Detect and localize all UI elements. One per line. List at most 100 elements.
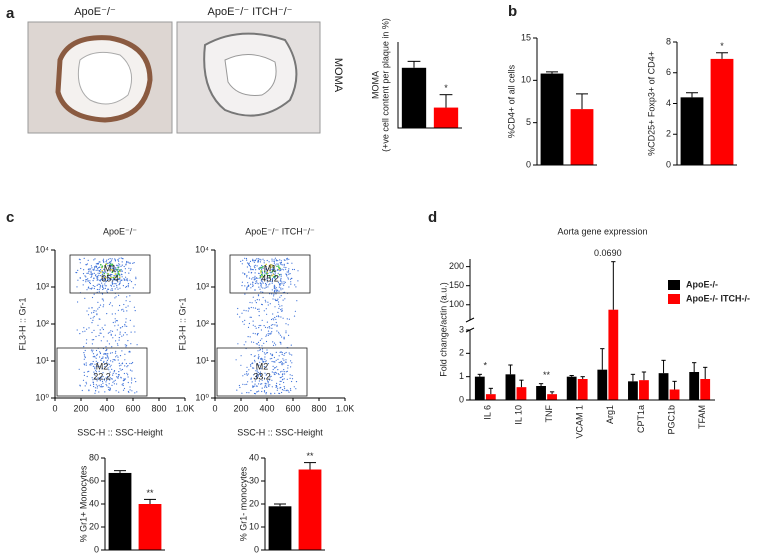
event-dot	[129, 362, 131, 365]
event-dot	[246, 262, 249, 264]
event-dot	[95, 360, 97, 362]
event-dot	[260, 274, 262, 277]
event-dot	[116, 355, 118, 357]
event-dot	[92, 381, 94, 383]
event-dot	[124, 332, 126, 334]
y-axis-label: % Gr1- monocytes	[238, 466, 248, 541]
event-dot	[292, 268, 294, 271]
event-dot	[95, 263, 97, 265]
legend-swatch	[668, 294, 680, 304]
event-dot	[259, 258, 261, 260]
event-dot	[136, 391, 138, 393]
event-dot	[259, 371, 261, 373]
event-dot	[262, 282, 264, 284]
event-dot	[100, 284, 102, 286]
event-dot	[273, 266, 275, 268]
event-dot	[113, 370, 116, 372]
event-dot	[118, 339, 120, 341]
event-dot	[274, 373, 276, 376]
event-dot	[119, 287, 121, 289]
event-dot	[106, 290, 108, 292]
y-tick-label: 10	[521, 75, 531, 85]
event-dot	[119, 331, 121, 333]
event-dot	[252, 285, 254, 287]
event-dot	[133, 306, 135, 308]
event-dot	[269, 353, 272, 355]
y-tick-label: 10⁰	[35, 392, 49, 402]
event-dot	[91, 267, 93, 269]
event-dot	[98, 318, 100, 320]
event-dot	[93, 266, 96, 268]
event-dot	[119, 368, 121, 370]
event-dot	[247, 285, 249, 287]
event-dot	[290, 344, 292, 346]
event-dot	[121, 270, 123, 272]
event-dot	[276, 263, 278, 265]
event-dot	[134, 310, 136, 312]
event-dot	[275, 386, 277, 388]
event-dot	[273, 367, 276, 369]
event-dot	[86, 310, 88, 312]
event-dot	[258, 315, 260, 317]
event-dot	[124, 359, 126, 361]
event-dot	[265, 283, 267, 286]
event-dot	[278, 286, 280, 288]
event-dot	[255, 343, 257, 345]
event-dot	[289, 353, 291, 355]
event-dot	[274, 270, 277, 272]
event-dot	[114, 273, 117, 275]
event-dot	[121, 368, 124, 371]
event-dot	[103, 275, 105, 278]
event-dot	[264, 326, 267, 328]
event-dot	[107, 386, 109, 388]
event-dot	[95, 357, 97, 359]
event-dot	[252, 307, 254, 309]
event-dot	[103, 353, 105, 355]
event-dot	[96, 284, 98, 286]
event-dot	[259, 358, 262, 360]
event-dot	[106, 259, 108, 261]
event-dot	[108, 269, 110, 271]
event-dot	[286, 275, 288, 277]
bar	[570, 109, 594, 165]
event-dot	[279, 284, 281, 286]
event-dot	[102, 298, 104, 300]
event-dot	[261, 304, 263, 306]
event-dot	[110, 259, 113, 261]
event-dot	[93, 268, 95, 270]
event-dot	[119, 283, 121, 285]
event-dot	[83, 374, 85, 376]
event-dot	[102, 271, 104, 274]
plot-title: ApoE⁻/⁻ ITCH⁻/⁻	[245, 226, 315, 236]
event-dot	[260, 285, 262, 287]
event-dot	[287, 324, 289, 326]
event-dot	[121, 261, 123, 263]
event-dot	[99, 332, 101, 334]
event-dot	[101, 380, 104, 382]
event-dot	[262, 277, 264, 279]
event-dot	[241, 263, 243, 265]
event-dot	[97, 269, 99, 271]
event-dot	[289, 278, 292, 280]
event-dot	[98, 334, 100, 337]
event-dot	[284, 281, 286, 283]
event-dot	[104, 279, 106, 281]
event-dot	[282, 378, 284, 380]
event-dot	[115, 279, 117, 282]
event-dot	[109, 387, 111, 389]
event-dot	[291, 354, 293, 356]
event-dot	[266, 273, 268, 275]
event-dot	[271, 281, 273, 283]
y-tick-label: 2	[459, 348, 464, 358]
event-dot	[273, 286, 275, 288]
event-dot	[93, 329, 95, 331]
event-dot	[271, 289, 273, 291]
event-dot	[259, 270, 262, 272]
event-dot	[284, 259, 286, 261]
event-dot	[272, 324, 274, 326]
event-dot	[121, 257, 123, 260]
panel-label: b	[508, 3, 517, 20]
event-dot	[92, 273, 94, 275]
event-dot	[95, 369, 97, 371]
event-dot	[102, 260, 104, 262]
